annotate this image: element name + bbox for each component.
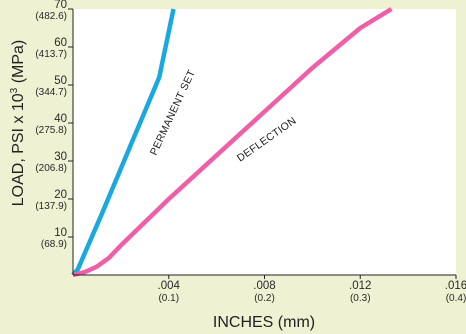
y-tick-label: 50 bbox=[54, 75, 67, 87]
x-tick-label: .008 bbox=[253, 280, 275, 292]
y-tick-sublabel: (137.9) bbox=[35, 201, 67, 212]
y-tick-label: 10 bbox=[54, 227, 67, 239]
y-tick-sublabel: (413.7) bbox=[35, 49, 67, 60]
x-tick-sublabel: (0.3) bbox=[350, 293, 371, 304]
y-axis-title-exponent: 3 bbox=[9, 87, 20, 93]
x-tick-sublabel: (0.2) bbox=[254, 293, 275, 304]
x-tick-label: .016 bbox=[445, 280, 466, 292]
y-tick-sublabel: (275.8) bbox=[35, 125, 67, 136]
y-axis-title-main: LOAD, PSI x 10 bbox=[10, 93, 27, 206]
y-tick-label: 60 bbox=[54, 37, 67, 49]
y-tick-sublabel: (344.7) bbox=[35, 87, 67, 98]
series-line-permanent-set bbox=[71, 8, 176, 277]
y-axis-title: LOAD, PSI x 103 (MPa) bbox=[9, 40, 27, 207]
y-tick-label: 30 bbox=[54, 151, 67, 163]
y-tick-sublabel: (482.6) bbox=[35, 11, 67, 22]
y-axis-title-unit: (MPa) bbox=[10, 40, 27, 88]
x-tick-sublabel: (0.4) bbox=[446, 293, 466, 304]
y-tick-sublabel: (68.9) bbox=[41, 239, 67, 250]
x-tick-label: .012 bbox=[349, 280, 371, 292]
x-axis-title: INCHES (mm) bbox=[213, 314, 315, 331]
series-line-deflection bbox=[72, 7, 393, 278]
y-tick-label: 40 bbox=[54, 113, 67, 125]
y-tick-label: 20 bbox=[54, 189, 67, 201]
y-tick-sublabel: (206.8) bbox=[35, 163, 67, 174]
x-tick-label: .004 bbox=[158, 280, 181, 292]
y-tick-label: 70 bbox=[54, 0, 67, 11]
x-tick-sublabel: (0.1) bbox=[158, 293, 179, 304]
